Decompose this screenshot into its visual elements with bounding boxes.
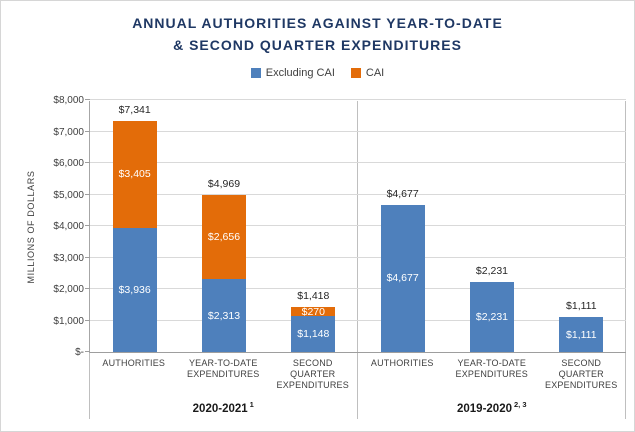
chart-title-line1: ANNUAL AUTHORITIES AGAINST YEAR-TO-DATE (132, 15, 503, 31)
bar-segment-excluding-cai: $2,313 (201, 279, 246, 352)
bar-total-label: $4,969 (207, 178, 241, 191)
bar-segment-excluding-cai: $1,148 (291, 315, 336, 352)
chart-title-line2: & SECOND QUARTER EXPENDITURES (173, 37, 462, 53)
gridline (90, 256, 626, 258)
bar-total-label: $1,418 (297, 290, 330, 303)
bar-slot: $4,677 $4,677 (358, 101, 447, 352)
segment-value-label: $2,231 (475, 310, 509, 323)
y-axis-tick-mark (85, 288, 90, 289)
chart-legend: Excluding CAI CAI (1, 67, 634, 79)
y-axis-tick-label: $3,000 (53, 252, 84, 264)
group-label: 2019-2020 2, 3 (358, 400, 627, 415)
y-axis-tick-mark (85, 130, 90, 132)
bar-segment-cai: $270 (291, 305, 336, 318)
y-axis-tick-mark (85, 193, 90, 195)
legend-swatch (250, 68, 261, 78)
segment-value-label: $2,313 (207, 309, 241, 322)
legend-item: CAI (350, 67, 385, 79)
y-axis-tick-label: $8,000 (53, 95, 84, 106)
gridline (90, 162, 626, 163)
bar-segment-excluding-cai: $3,936 (112, 228, 157, 352)
plot-area: $3,936 $3,405 $7,341 $2,313 $2,656 $4,969 $1,1… (85, 99, 626, 353)
stacked-bar: $2,313 $2,656 (201, 195, 246, 352)
group-label: 2020-2021 1 (89, 400, 358, 415)
y-axis-tick-mark (85, 256, 90, 258)
y-axis-tick-label: $1,000 (53, 315, 84, 327)
bar-slot: $2,313 $2,656 $4,969 (179, 101, 268, 352)
bar-segment-cai: $2,656 (201, 195, 246, 280)
segment-value-label: $3,405 (118, 168, 151, 181)
bar-segment-excluding-cai: $4,677 (380, 204, 425, 352)
bar-total-label: $4,677 (386, 187, 419, 200)
group-label-footnote: 1 (249, 400, 254, 409)
bar-total-label: $2,231 (475, 264, 509, 277)
y-axis-tick-label: $6,000 (53, 158, 84, 169)
stacked-bar: $1,111 (559, 317, 604, 352)
bar-slot: $3,936 $3,405 $7,341 (90, 101, 179, 352)
category-label: YEAR-TO-DATE EXPENDITURES (187, 358, 260, 379)
segment-value-label: $3,936 (118, 284, 151, 297)
segment-value-label: $2,656 (207, 231, 241, 244)
y-axis-tick-labels: $- $1,000 $2,000 $3,000 $4,000 $5,000 $6,000 $7… (41, 95, 84, 358)
gridline (90, 193, 626, 195)
gridline (90, 319, 626, 321)
y-axis-title: MILLIONS OF DOLLARS (26, 170, 36, 284)
category-label: AUTHORITIES (370, 358, 434, 368)
bar-slot: $2,231 $2,231 (447, 101, 536, 352)
stacked-bar: $4,677 (380, 204, 425, 352)
stacked-bar: $1,148 $270 (291, 305, 336, 352)
legend-swatch (350, 68, 361, 78)
group-divider-left (89, 353, 90, 419)
category-label: AUTHORITIES (102, 358, 166, 368)
legend-label: CAI (365, 67, 385, 79)
chart-title: ANNUAL AUTHORITIES AGAINST YEAR-TO-DATE … (1, 12, 634, 56)
bar-segment-cai: $3,405 (112, 120, 157, 229)
group-label-footnote: 2, 3 (513, 400, 527, 409)
segment-value-label: $1,111 (566, 328, 597, 341)
bar-segment-excluding-cai: $1,111 (559, 317, 604, 352)
stacked-bar: $3,936 $3,405 (112, 120, 157, 352)
y-axis-tick-label: $4,000 (53, 221, 84, 232)
x-axis-group-labels: 2020-2021 1 2019-2020 2, 3 (89, 400, 626, 415)
group-divider-middle (357, 101, 358, 419)
stacked-bar: $2,231 (469, 281, 514, 352)
x-axis-category-labels: AUTHORITIES YEAR-TO-DATE EXPENDITURES SECO… (89, 358, 626, 391)
gridline (90, 130, 626, 132)
bar-slot: $1,148 $270 $1,418 (269, 101, 358, 352)
gridline (90, 288, 626, 289)
y-axis-tick-mark (85, 162, 90, 163)
segment-value-label: $270 (301, 305, 325, 318)
y-axis-tick-mark (85, 225, 90, 226)
y-axis-tick-mark (85, 99, 90, 100)
category-label: YEAR-TO-DATE EXPENDITURES (455, 358, 528, 379)
bar-slot: $1,111 $1,111 (537, 101, 626, 352)
bars-row: $3,936 $3,405 $7,341 $2,313 $2,656 $4,969 $1,1… (90, 101, 626, 352)
segment-value-label: $1,148 (297, 327, 330, 340)
legend-label: Excluding CAI (265, 67, 335, 79)
y-axis-tick-mark (85, 319, 90, 321)
gridline (90, 225, 626, 226)
category-label: SECOND QUARTER EXPENDITURES (276, 358, 349, 390)
legend-item: Excluding CAI (250, 67, 335, 79)
group-label-text: 2020-2021 (192, 402, 248, 415)
segment-value-label: $4,677 (386, 272, 419, 285)
bar-total-label: $1,111 (566, 300, 597, 313)
category-label: SECOND QUARTER EXPENDITURES (545, 358, 618, 390)
group-divider-right (625, 101, 626, 419)
y-axis-tick-label: $2,000 (53, 284, 84, 295)
y-axis-tick-label: $7,000 (53, 126, 84, 138)
y-axis-tick-label: $- (75, 347, 84, 358)
group-label-text: 2019-2020 (456, 402, 512, 415)
y-axis-tick-mark (85, 351, 90, 352)
y-axis-tick-label: $5,000 (53, 189, 84, 201)
bar-total-label: $7,341 (118, 103, 151, 116)
gridline (90, 99, 626, 100)
bar-segment-excluding-cai: $2,231 (469, 281, 514, 352)
